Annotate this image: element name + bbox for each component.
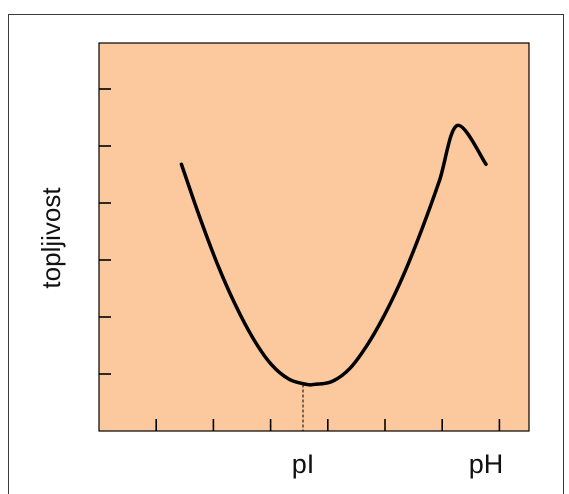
pi-label: pI — [292, 449, 315, 479]
axis-ticks — [99, 88, 501, 431]
x-axis-label: pH — [469, 449, 504, 479]
solubility-curve — [179, 123, 488, 387]
chart-frame — [8, 14, 564, 494]
plot-area — [98, 42, 530, 432]
solubility-chart: topljivost pI pH — [36, 42, 530, 479]
y-axis-label: topljivost — [36, 187, 66, 289]
